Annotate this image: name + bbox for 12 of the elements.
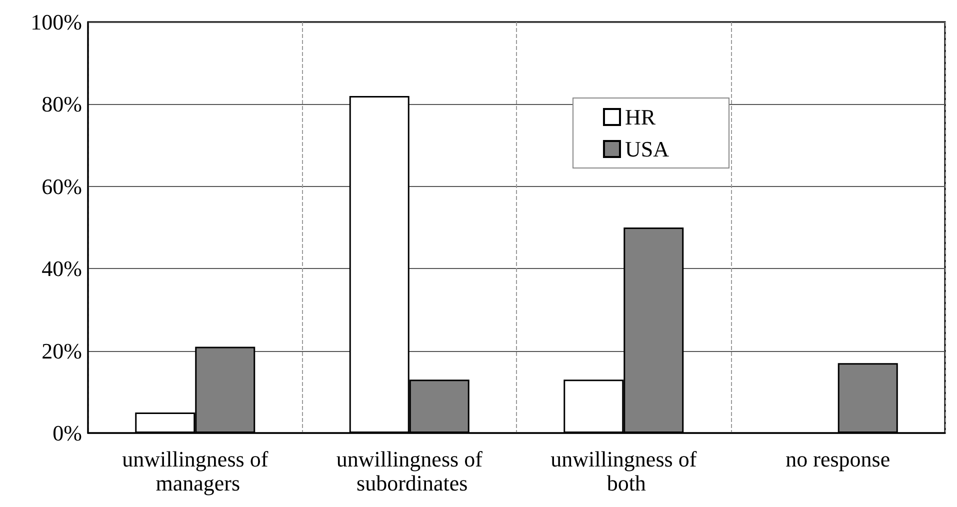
x-tick-label: unwillingness of managers — [122, 446, 269, 496]
y-tick-label: 40% — [42, 256, 82, 282]
legend-label: HR — [624, 104, 656, 130]
y-tick-label: 0% — [52, 420, 82, 446]
y-tick-label: 20% — [42, 338, 82, 364]
x-tick-label: no response — [786, 446, 890, 472]
y-tick-label: 100% — [30, 10, 82, 34]
y-tick-label: 60% — [42, 174, 82, 199]
legend-label: USA — [624, 136, 670, 162]
x-tick-label: unwillingness of subordinates — [336, 446, 484, 496]
y-tick-label: 80% — [42, 92, 82, 117]
x-tick-label: unwillingness of both — [550, 446, 698, 496]
